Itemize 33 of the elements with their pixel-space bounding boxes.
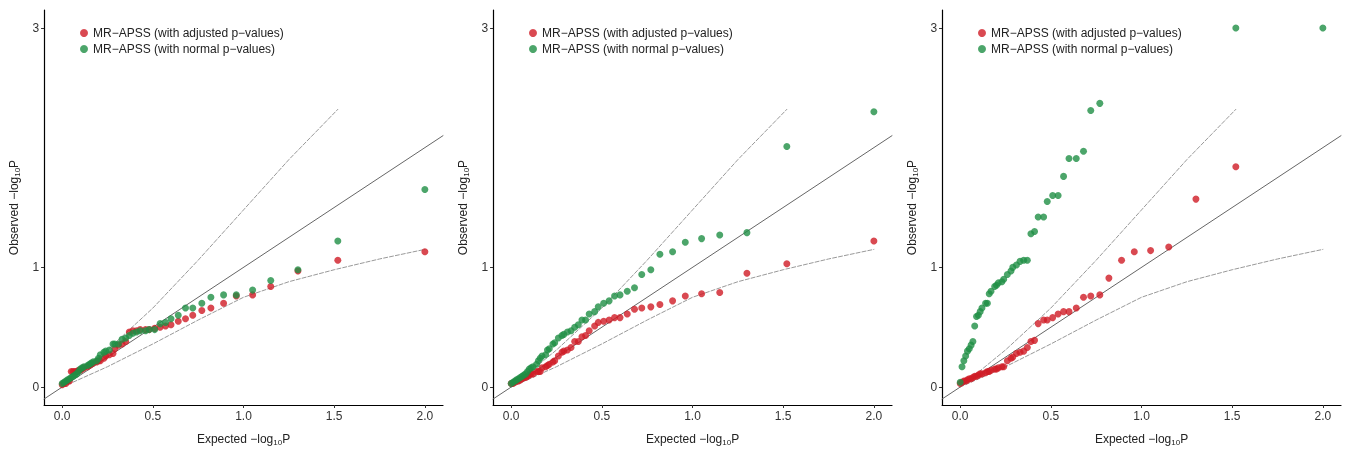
x-tick-label: 1.0: [684, 409, 702, 423]
y-tick-label: 0: [930, 380, 938, 395]
x-tick-label: 1.5: [325, 409, 343, 423]
legend-label: MR−APSS (with adjusted p−values): [991, 26, 1182, 40]
y-tick-label: 1: [930, 260, 938, 275]
legend-label: MR−APSS (with adjusted p−values): [93, 26, 284, 40]
x-tick-label: 0.0: [951, 409, 969, 423]
y-tick-label: 3: [930, 20, 938, 35]
x-tick-label: 1.0: [1133, 409, 1151, 423]
legend-label: MR−APSS (with normal p−values): [991, 42, 1174, 56]
x-tick-label: 0.5: [1042, 409, 1060, 423]
y-axis-title: Observed −log10P: [905, 159, 920, 256]
y-tick-label: 3: [32, 20, 40, 35]
x-tick-label: 2.0: [865, 409, 883, 423]
x-tick-label: 2.0: [1314, 409, 1332, 423]
y-axis-title: Observed −log10P: [7, 159, 22, 256]
legend-label: MR−APSS (with adjusted p−values): [542, 26, 733, 40]
legend-label: MR−APSS (with normal p−values): [93, 42, 276, 56]
x-tick-label: 0.0: [502, 409, 520, 423]
y-tick-label: 1: [32, 260, 40, 275]
y-tick-label: 0: [481, 380, 489, 395]
x-tick-label: 1.5: [774, 409, 792, 423]
x-tick-label: 1.0: [235, 409, 253, 423]
x-tick-label: 1.5: [1223, 409, 1241, 423]
y-tick-label: 0: [32, 380, 40, 395]
x-tick-label: 2.0: [416, 409, 434, 423]
y-tick-label: 1: [481, 260, 489, 275]
x-tick-label: 0.5: [593, 409, 611, 423]
legend-label: MR−APSS (with normal p−values): [542, 42, 725, 56]
y-axis-title: Observed −log10P: [456, 159, 471, 256]
x-tick-label: 0.0: [53, 409, 71, 423]
x-tick-label: 0.5: [144, 409, 162, 423]
y-tick-label: 3: [481, 20, 489, 35]
